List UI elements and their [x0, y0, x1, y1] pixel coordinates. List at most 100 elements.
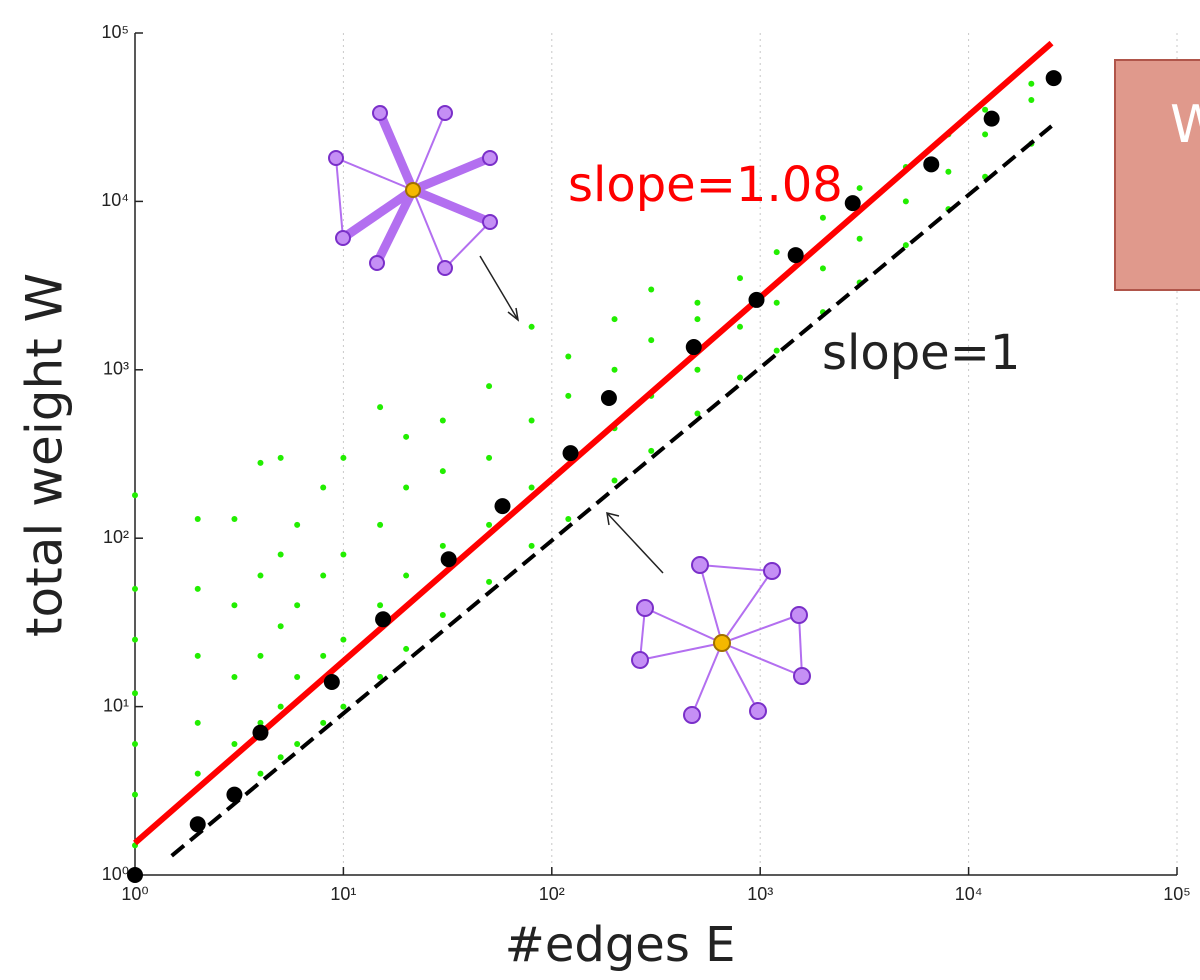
median-point — [1045, 70, 1062, 87]
data-point — [377, 602, 384, 609]
data-point — [902, 198, 909, 205]
data-point — [982, 106, 989, 113]
median-point — [685, 339, 702, 356]
data-point — [320, 484, 327, 491]
y-tick-label: 10² — [103, 527, 129, 547]
data-point — [294, 740, 301, 747]
data-point — [132, 585, 138, 592]
data-point — [982, 131, 989, 138]
median-point — [600, 390, 617, 407]
data-point — [340, 703, 347, 710]
data-point — [486, 454, 493, 461]
data-point — [277, 454, 284, 461]
data-point — [694, 366, 701, 373]
data-point — [439, 611, 446, 618]
data-point — [377, 673, 384, 680]
data-point — [819, 265, 826, 272]
data-point — [528, 484, 535, 491]
data-point — [773, 299, 780, 306]
data-point — [277, 623, 284, 630]
data-point — [648, 447, 655, 454]
star-icon-unweighted — [631, 556, 811, 724]
x-tick-label: 10⁴ — [955, 884, 983, 904]
data-point — [257, 459, 264, 466]
data-point — [486, 383, 493, 390]
data-point — [132, 492, 138, 499]
star-icon-weighted — [328, 105, 498, 276]
data-point — [528, 417, 535, 424]
data-point — [231, 516, 238, 523]
data-point — [565, 392, 572, 399]
data-point — [340, 454, 347, 461]
data-point — [320, 572, 327, 579]
data-point — [340, 636, 347, 643]
data-point — [773, 347, 780, 354]
data-point — [320, 719, 327, 726]
data-point — [377, 404, 384, 411]
x-tick-label: 10¹ — [330, 884, 356, 904]
data-point — [231, 602, 238, 609]
data-point — [439, 468, 446, 475]
data-point — [194, 516, 201, 523]
data-point — [737, 374, 744, 381]
data-point — [773, 249, 780, 256]
data-point — [403, 484, 410, 491]
data-point — [1028, 80, 1035, 87]
data-point — [439, 542, 446, 549]
data-point — [377, 521, 384, 528]
x-tick-label: 10⁰ — [121, 884, 148, 904]
data-point — [737, 323, 744, 330]
data-point — [856, 235, 863, 242]
data-point — [231, 740, 238, 747]
data-point — [694, 299, 701, 306]
median-point — [562, 445, 579, 462]
data-point — [902, 242, 909, 249]
annotation: slope=1 — [822, 325, 1020, 381]
data-point — [694, 316, 701, 323]
y-tick-label: 10⁰ — [102, 864, 129, 884]
data-point — [439, 417, 446, 424]
y-tick-label: 10¹ — [103, 695, 129, 715]
data-point — [403, 433, 410, 440]
data-point — [565, 353, 572, 360]
side-panel-text: W — [1170, 95, 1200, 155]
data-point — [403, 645, 410, 652]
data-point — [528, 542, 535, 549]
data-point — [257, 719, 264, 726]
data-point — [611, 477, 618, 484]
median-point — [127, 867, 143, 883]
median-point — [923, 156, 940, 173]
reference-line — [170, 124, 1053, 858]
data-point — [340, 551, 347, 558]
data-point — [132, 740, 138, 747]
median-point — [787, 247, 804, 264]
y-tick-label: 10³ — [103, 359, 129, 379]
data-point — [194, 652, 201, 659]
median-point — [252, 724, 269, 741]
annotation: slope=1.08 — [568, 157, 843, 213]
data-point — [277, 754, 284, 761]
data-point — [132, 690, 138, 697]
fit-line — [133, 40, 1054, 846]
data-point — [257, 652, 264, 659]
data-point — [565, 516, 572, 523]
median-point — [983, 110, 1000, 127]
data-point — [403, 572, 410, 579]
median-point — [189, 816, 206, 833]
data-point — [277, 551, 284, 558]
x-tick-label: 10⁵ — [1163, 884, 1190, 904]
data-point — [194, 770, 201, 777]
data-point — [856, 185, 863, 192]
data-point — [486, 521, 493, 528]
y-tick-label: 10⁵ — [102, 22, 129, 42]
arrows — [479, 255, 664, 574]
x-tick-label: 10² — [539, 884, 565, 904]
data-point — [320, 652, 327, 659]
data-point — [277, 703, 284, 710]
median-point — [494, 498, 511, 515]
data-point — [294, 602, 301, 609]
y-axis-label: total weight W — [16, 273, 74, 637]
data-point — [611, 366, 618, 373]
data-point — [194, 585, 201, 592]
